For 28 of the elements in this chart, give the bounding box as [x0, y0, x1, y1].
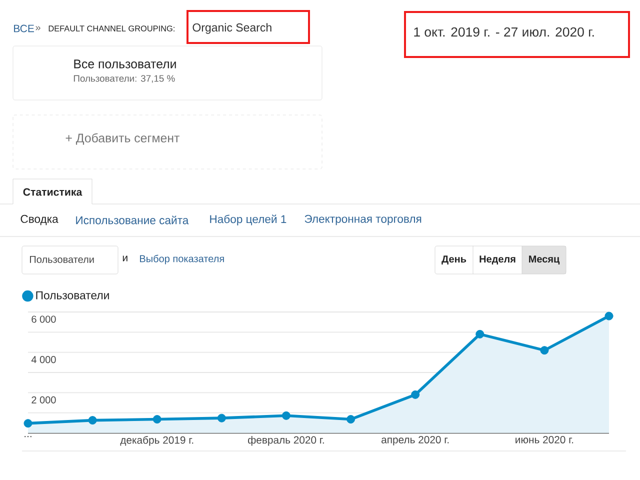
- text: День: [442, 256, 466, 264]
- text: и: [122, 256, 128, 262]
- chart-subtitle: 1 окт. 2019 г. - 27 июл. 2020 г.: [414, 27, 594, 37]
- x-tick-label: февраль 2020 г.: [248, 436, 324, 446]
- y-tick-label: 6 000: [32, 316, 56, 323]
- x-tick-label: июнь 2020 г.: [516, 436, 574, 444]
- text: ВСЕ: [14, 24, 34, 32]
- text: Использование сайта: [76, 216, 189, 224]
- text: DEFAULT CHANNEL GROUPING:: [48, 26, 174, 32]
- text: Выбор показателя: [140, 254, 224, 264]
- x-tick-label: декабрь 2019 г.: [120, 436, 194, 446]
- text: Пользователи: 37,15 %: [74, 75, 175, 83]
- text: Статистика: [23, 188, 82, 196]
- text: Электронная торговля: [304, 214, 422, 226]
- text: Пользователи: [30, 256, 94, 263]
- text: + Добавить сегмент: [66, 133, 180, 145]
- y-tick-label: 2 000: [32, 396, 56, 404]
- text: Сводка: [20, 214, 58, 226]
- text: Неделя: [480, 256, 516, 264]
- legend-label: Пользователи: [36, 291, 109, 300]
- y-tick-label: 4 000: [31, 356, 56, 364]
- text: Все пользователи: [74, 60, 176, 68]
- text: Organic Search: [192, 23, 272, 34]
- text: Набор целей 1: [210, 214, 286, 226]
- x-tick-label: ...: [24, 436, 32, 438]
- text: Месяц: [529, 256, 560, 264]
- x-tick-label: апрель 2020 г.: [382, 436, 449, 446]
- text: »: [36, 26, 40, 30]
